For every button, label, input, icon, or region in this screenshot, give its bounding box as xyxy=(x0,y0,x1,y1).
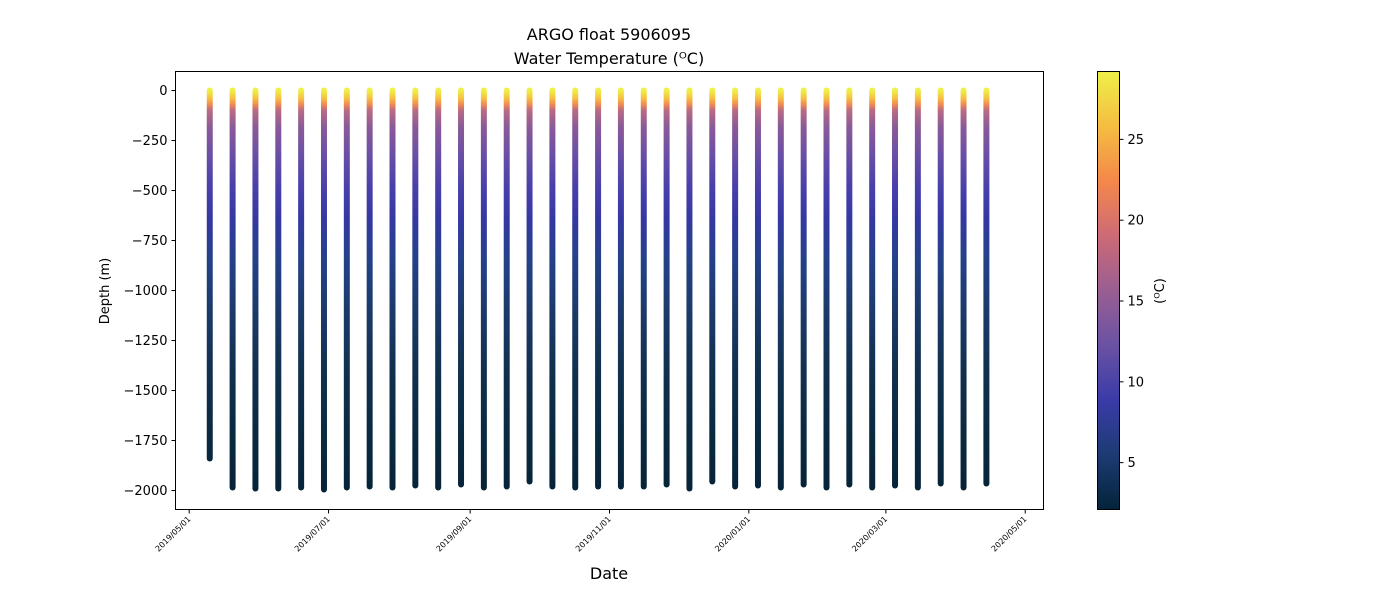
y-tick-label: −750 xyxy=(132,234,168,249)
plot-frame xyxy=(175,71,1044,510)
colorbar-label: (ᴼC) xyxy=(1153,278,1168,304)
colorbar-ticks: 5 10 15 20 25 xyxy=(1119,133,1145,471)
x-tick-label: 2019/07/01 xyxy=(293,515,332,554)
colorbar xyxy=(1097,71,1120,510)
colorbar-tick-label: 25 xyxy=(1128,133,1145,148)
y-tick-label: −2000 xyxy=(124,484,168,499)
profile-columns xyxy=(206,87,990,493)
y-tick-label: 0 xyxy=(159,84,167,99)
y-tick-label: −1750 xyxy=(124,434,168,449)
y-tick-label: −1000 xyxy=(124,284,168,299)
chart-title: ARGO float 5906095 xyxy=(527,25,691,44)
colorbar-tick-label: 20 xyxy=(1128,214,1145,229)
x-tick-label: 2019/09/01 xyxy=(435,515,474,554)
colorbar-tick-label: 15 xyxy=(1128,295,1145,310)
y-axis-label: Depth (m) xyxy=(98,258,113,325)
y-axis: 0 −250 −500 −750 −1000 −1250 −1500 −1750 −2000 xyxy=(124,84,176,499)
x-tick-label: 2020/05/01 xyxy=(990,515,1029,554)
x-tick-label: 2019/11/01 xyxy=(574,515,613,554)
x-tick-label: 2020/01/01 xyxy=(713,515,752,554)
chart-subtitle: Water Temperature (ᴼC) xyxy=(514,49,704,68)
y-tick-label: −500 xyxy=(132,184,168,199)
x-tick-label: 2019/05/01 xyxy=(154,515,193,554)
y-tick-label: −1250 xyxy=(124,334,168,349)
colorbar-tick-label: 5 xyxy=(1128,456,1136,471)
x-axis-label: Date xyxy=(590,564,628,583)
y-tick-label: −250 xyxy=(132,134,168,149)
x-axis: 2019/05/01 2019/07/01 2019/09/01 2019/11/01… xyxy=(154,509,1029,554)
colorbar-tick-label: 10 xyxy=(1128,375,1145,390)
y-tick-label: −1500 xyxy=(124,384,168,399)
x-tick-label: 2020/03/01 xyxy=(850,515,889,554)
